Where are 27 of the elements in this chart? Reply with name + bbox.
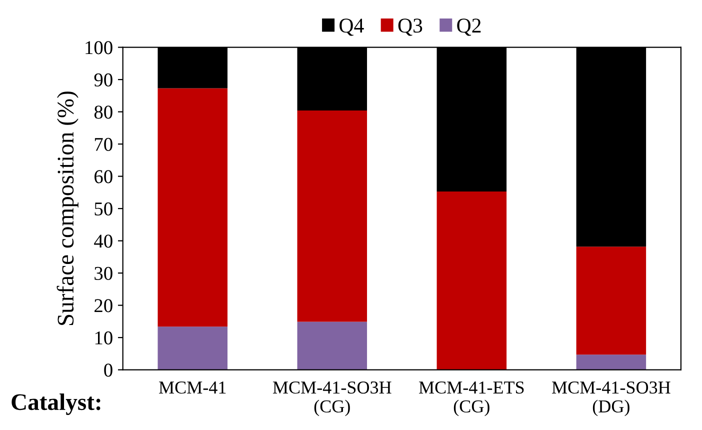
bar bbox=[158, 88, 228, 327]
y-tick-label: 50 bbox=[94, 202, 112, 216]
bar bbox=[297, 110, 368, 322]
bar bbox=[297, 322, 368, 370]
y-tick-label: 70 bbox=[94, 138, 112, 151]
y-tick-label: 100 bbox=[86, 41, 112, 54]
bar bbox=[576, 246, 646, 355]
y-tick-label: 20 bbox=[94, 299, 112, 312]
legend-label: Q2 bbox=[457, 18, 481, 36]
y-tick-label: 10 bbox=[95, 331, 112, 344]
x-tick-label: MCM-41 bbox=[159, 381, 226, 394]
legend-label: Q4 bbox=[340, 18, 364, 36]
x-axis-title: Catalyst: bbox=[12, 393, 100, 415]
y-tick-label: 60 bbox=[94, 170, 112, 184]
bar bbox=[576, 354, 646, 370]
bar bbox=[436, 191, 507, 370]
x-tick-label: MCM-41-SO3H (DG) bbox=[552, 381, 670, 416]
y-tick-label: 90 bbox=[94, 73, 112, 86]
y-tick-label: 80 bbox=[94, 106, 112, 119]
y-tick-label: 40 bbox=[94, 234, 112, 248]
x-tick-label: MCM-41-SO3H (CG) bbox=[272, 381, 392, 416]
legend-label: Q3 bbox=[398, 18, 422, 36]
x-tick-label: MCM-41-ETS (CG) bbox=[419, 381, 524, 416]
bar bbox=[158, 326, 228, 370]
y-tick-label: 0 bbox=[104, 364, 112, 377]
y-axis-title: Surface composition (%) bbox=[56, 92, 78, 325]
y-tick-label: 30 bbox=[94, 266, 112, 280]
